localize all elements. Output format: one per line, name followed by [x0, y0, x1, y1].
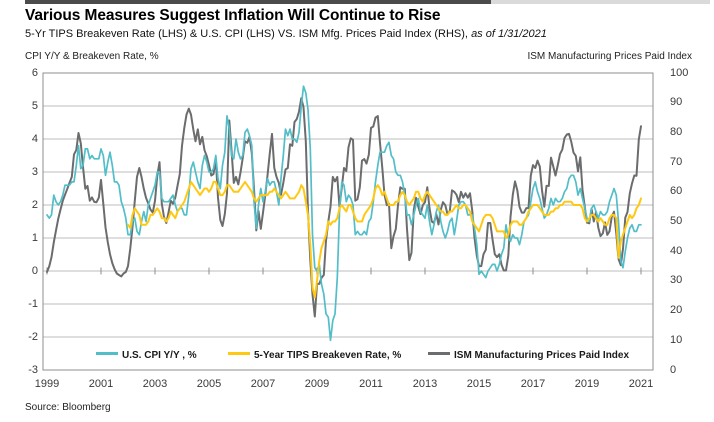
legend-item-ism: ISM Manufacturing Prices Paid Index	[428, 345, 630, 361]
plot-frame	[42, 72, 654, 371]
x-axis-tick-label: 2007	[250, 378, 276, 390]
left-axis-tick-label: 4	[31, 132, 38, 145]
series-line-ism	[46, 97, 642, 318]
left-axis-tick-label: 2	[31, 198, 38, 211]
legend-swatch-ism	[428, 352, 450, 355]
left-axis-tick-label: -3	[28, 363, 38, 376]
x-axis-tick-label: 2015	[466, 378, 492, 390]
right-axis-tick-label: 50	[670, 215, 683, 227]
x-axis-tick-label: 2009	[304, 378, 330, 390]
left-axis-tick-label: -1	[28, 297, 38, 310]
right-axis-tick-label: 100	[670, 66, 689, 79]
left-axis-tick-label: 1	[31, 231, 38, 244]
x-axis-tick-label: 2017	[520, 378, 546, 390]
right-axis-tick-label: 80	[670, 125, 683, 138]
x-axis-tick-label: 2001	[88, 378, 114, 390]
right-axis-tick-label: 90	[670, 96, 683, 109]
top-crop-artifact-dark	[25, 0, 491, 4]
chart-subtitle: 5-Yr TIPS Breakeven Rate (LHS) & U.S. CP…	[25, 28, 547, 40]
legend-label-ism: ISM Manufacturing Prices Paid Index	[454, 350, 630, 361]
legend-item-breakeven: 5-Year TIPS Breakeven Rate, %	[228, 345, 402, 361]
right-axis-tick-label: 0	[670, 363, 677, 376]
right-axis-tick-label: 60	[670, 185, 683, 198]
chart-title: Various Measures Suggest Inflation Will …	[25, 7, 441, 24]
x-axis-tick-label: 2005	[196, 378, 222, 390]
right-axis-tick-label: 20	[670, 304, 683, 317]
chart-subtitle-asof: as of 1/31/2021	[471, 28, 547, 40]
legend-swatch-breakeven	[228, 352, 250, 355]
top-crop-artifact-light	[491, 0, 710, 4]
x-axis-tick-label: 2003	[142, 378, 168, 390]
left-axis-tick-label: 6	[31, 66, 38, 79]
left-axis-tick-label: 0	[31, 264, 38, 277]
series-line-breakeven	[127, 180, 642, 299]
legend-item-cpi: U.S. CPI Y/Y , %	[96, 345, 197, 361]
x-axis-tick-label: 2021	[628, 378, 654, 390]
legend-label-cpi: U.S. CPI Y/Y , %	[122, 350, 197, 361]
x-axis-tick-label: 2011	[359, 378, 383, 390]
right-axis-tick-label: 30	[670, 274, 683, 287]
right-axis-caption: ISM Manufacturing Prices Paid Index	[527, 51, 692, 62]
left-axis-tick-label: -2	[28, 330, 38, 343]
source-note: Source: Bloomberg	[25, 402, 111, 413]
legend-label-breakeven: 5-Year TIPS Breakeven Rate, %	[254, 350, 402, 361]
left-axis-tick-label: 5	[31, 99, 38, 112]
x-axis-tick-label: 2013	[412, 378, 438, 390]
right-axis-tick-label: 10	[670, 333, 683, 346]
left-axis-caption: CPI Y/Y & Breakeven Rate, %	[25, 51, 159, 62]
series-line-cpi	[46, 85, 642, 342]
legend-swatch-cpi	[96, 352, 118, 355]
x-axis-tick-label: 2019	[574, 378, 600, 390]
left-axis-tick-label: 3	[31, 165, 38, 178]
chart-subtitle-main: 5-Yr TIPS Breakeven Rate (LHS) & U.S. CP…	[25, 28, 468, 40]
right-axis-tick-label: 40	[670, 244, 683, 257]
right-axis-tick-label: 70	[670, 155, 683, 168]
x-axis-tick-label: 1999	[34, 378, 60, 390]
